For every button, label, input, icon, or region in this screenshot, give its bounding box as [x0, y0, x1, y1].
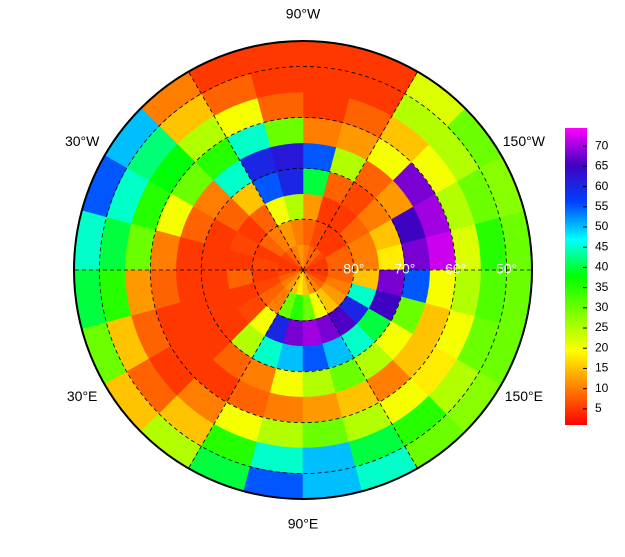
- longitude-label: 30°W: [65, 133, 100, 149]
- grid-cell: [263, 117, 304, 148]
- meridian: [302, 269, 418, 469]
- colorbar-tick-label: 10: [595, 381, 609, 395]
- colorbar-tick-label: 40: [595, 260, 609, 274]
- colorbar: [565, 128, 587, 425]
- colorbar-tick-label: 50: [595, 219, 609, 233]
- colorbar-tick-label: 55: [595, 199, 609, 213]
- colorbar-tick-label: 15: [595, 361, 609, 375]
- grid-cell: [302, 392, 343, 423]
- longitude-label: 30°E: [67, 388, 98, 404]
- latitude-label: 60°: [445, 261, 466, 277]
- longitude-label: 90°W: [286, 6, 321, 22]
- latitude-circle: [149, 116, 457, 424]
- meridian: [188, 71, 304, 271]
- colorbar-tick-label: 45: [595, 239, 609, 253]
- latitude-label: 50°: [496, 261, 517, 277]
- grid-cell: [150, 269, 181, 310]
- colorbar-tick-label: 20: [595, 340, 609, 354]
- longitude-label: 90°E: [288, 516, 319, 532]
- colorbar-tick-label: 65: [595, 159, 609, 173]
- meridian: [302, 71, 418, 271]
- colorbar-tick-label: 30: [595, 300, 609, 314]
- grid-cell: [263, 392, 304, 423]
- latitude-label: 70°: [394, 261, 415, 277]
- grid-cell: [150, 230, 181, 271]
- longitude-label: 150°W: [503, 133, 546, 149]
- colorbar-tick-label: 70: [595, 138, 609, 152]
- colorbar-tick-label: 25: [595, 320, 609, 334]
- map-border: [73, 40, 533, 500]
- colorbar-tick-label: 35: [595, 280, 609, 294]
- latitude-label: 80°: [343, 261, 364, 277]
- colorbar-tick-label: 5: [595, 401, 602, 415]
- meridian: [188, 269, 304, 469]
- colorbar-tick-label: 60: [595, 179, 609, 193]
- grid-cell: [302, 117, 343, 148]
- longitude-label: 150°E: [505, 388, 543, 404]
